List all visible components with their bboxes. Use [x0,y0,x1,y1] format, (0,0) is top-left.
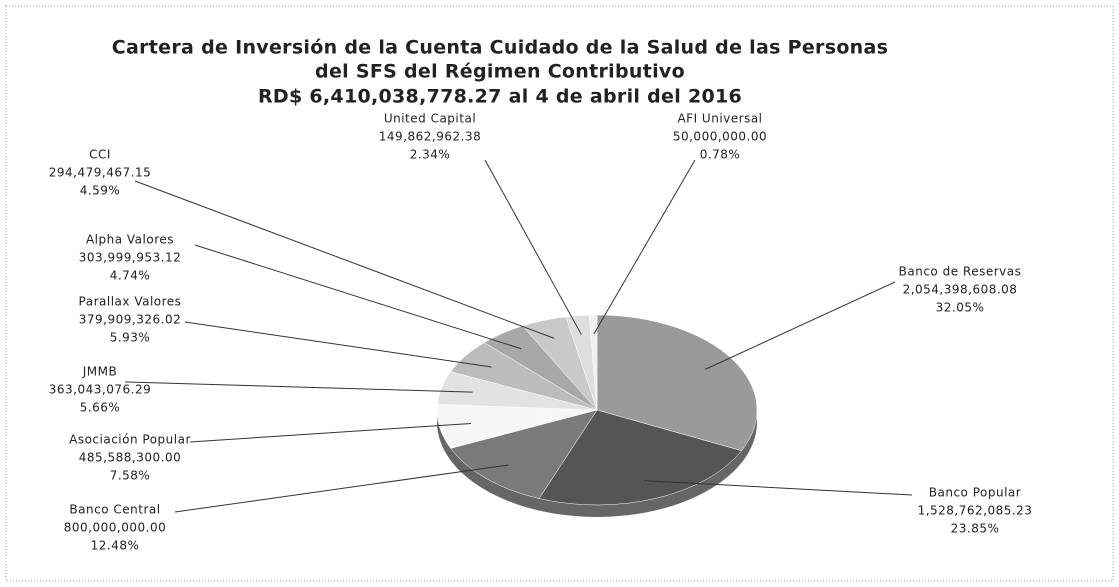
leader-line [174,464,509,513]
slice-label: AFI Universal [677,112,762,126]
value-label: 50,000,000.00 [673,130,767,144]
chart-title: Cartera de Inversión de la Cuenta Cuidad… [112,37,888,59]
percent-label: 5.66% [80,401,121,415]
slice-label: Parallax Valores [79,295,182,309]
chart-title: del SFS del Régimen Contributivo [315,61,685,83]
frame [5,5,1114,582]
percent-label: 7.58% [110,469,151,483]
value-label: 294,479,467.15 [49,166,151,180]
slice-label: Banco Popular [929,486,1021,500]
slice-label: Alpha Valores [86,233,174,247]
percent-label: 0.78% [700,148,741,162]
leader-line [593,159,696,335]
percent-label: 2.34% [410,148,451,162]
percent-label: 32.05% [936,301,985,315]
value-label: 149,862,962.38 [379,130,481,144]
leader-line [194,244,522,350]
leader-line [184,321,492,368]
value-label: 1,528,762,085.23 [918,504,1033,518]
pie-slice [588,314,598,411]
leader-line [484,159,582,335]
slice-label: United Capital [384,112,476,126]
value-label: 303,999,953.12 [79,251,181,265]
slice-label: JMMB [82,365,117,379]
percent-label: 12.48% [91,539,140,553]
slice-label: Banco de Reservas [899,265,1022,279]
value-label: 485,588,300.00 [79,451,181,465]
percent-label: 23.85% [951,522,1000,536]
leader-line [189,422,472,443]
value-label: 2,054,398,608.08 [903,283,1018,297]
slice-label: CCI [89,148,111,162]
value-label: 363,043,076.29 [49,383,151,397]
pie-slice [538,409,742,506]
leader-line [134,180,555,339]
leader-line [124,381,473,393]
value-label: 379,909,326.02 [79,313,181,327]
percent-label: 4.74% [110,269,151,283]
leader-line [644,480,913,496]
slice-label: Banco Central [69,503,160,517]
slice-label: Asociación Popular [69,433,191,447]
percent-label: 5.93% [110,331,151,345]
chart-title: RD$ 6,410,038,778.27 al 4 de abril del 2… [258,86,742,108]
pie-slice [596,314,758,452]
pie-slice [450,409,598,499]
leader-line [704,281,896,370]
value-label: 800,000,000.00 [64,521,166,535]
percent-label: 4.59% [80,184,121,198]
